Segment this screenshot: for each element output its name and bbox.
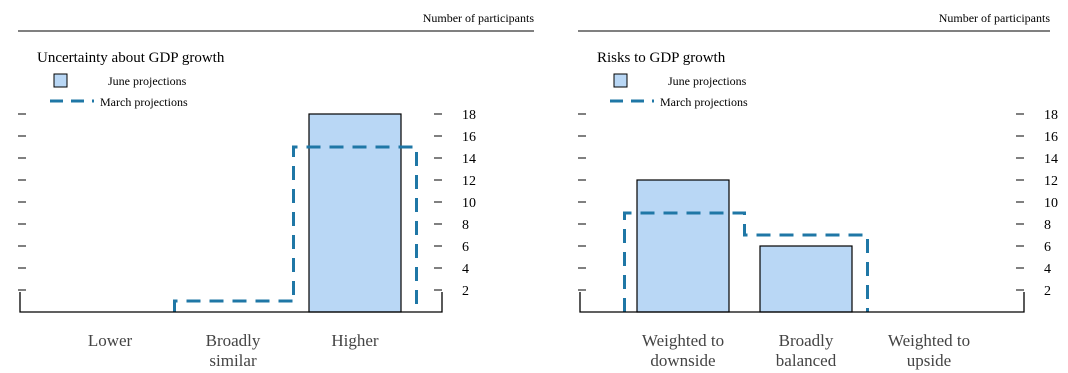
y-tick-label: 14 xyxy=(462,152,476,167)
y-tick-label: 6 xyxy=(462,240,469,255)
chart-panel-1: Number of participants Uncertainty about … xyxy=(18,11,534,370)
unit-label: Number of participants xyxy=(423,11,535,25)
y-tick-label: 18 xyxy=(1044,108,1058,123)
baseline xyxy=(19,292,443,313)
y-tick-label: 8 xyxy=(462,218,469,233)
x-category-label: Lower xyxy=(88,331,133,350)
chart-title: Risks to GDP growth xyxy=(597,50,726,66)
x-category-label: balanced xyxy=(776,351,837,370)
y-tick-label: 10 xyxy=(462,196,476,211)
y-tick-label: 16 xyxy=(1044,130,1058,145)
step-march xyxy=(623,211,869,312)
bar-june xyxy=(308,113,402,313)
x-category-label: Weighted to xyxy=(642,331,724,350)
y-tick-label: 2 xyxy=(462,284,469,299)
y-tick-label: 14 xyxy=(1044,152,1058,167)
unit-label: Number of participants xyxy=(939,11,1051,25)
y-tick-label: 4 xyxy=(1044,262,1051,277)
y-tick-label: 10 xyxy=(1044,196,1058,211)
y-tick-label: 16 xyxy=(462,130,476,145)
y-tick-label: 6 xyxy=(1044,240,1051,255)
x-category-label: downside xyxy=(650,351,715,370)
y-tick-label: 2 xyxy=(1044,284,1051,299)
legend-label-march: March projections xyxy=(660,95,748,109)
legend-label-june: June projections xyxy=(108,74,187,88)
legend-swatch-june xyxy=(613,73,628,88)
x-category-label: Weighted to xyxy=(888,331,970,350)
chart-title: Uncertainty about GDP growth xyxy=(37,50,225,66)
step-march xyxy=(173,145,418,312)
legend-label-june: June projections xyxy=(668,74,747,88)
y-tick-label: 12 xyxy=(462,174,476,189)
bar-june xyxy=(636,179,730,313)
bar-june xyxy=(759,245,853,313)
baseline xyxy=(579,292,1025,313)
legend-swatch-june xyxy=(53,73,68,88)
y-tick-label: 18 xyxy=(462,108,476,123)
x-category-label: upside xyxy=(907,351,951,370)
y-tick-label: 4 xyxy=(462,262,469,277)
x-category-label: Broadly xyxy=(779,331,834,350)
y-tick-label: 8 xyxy=(1044,218,1051,233)
y-tick-label: 12 xyxy=(1044,174,1058,189)
x-category-label: similar xyxy=(209,351,257,370)
chart-panel-2: Number of participants Risks to GDP growt… xyxy=(578,11,1058,370)
x-category-label: Higher xyxy=(331,331,379,350)
legend-label-march: March projections xyxy=(100,95,188,109)
x-category-label: Broadly xyxy=(206,331,261,350)
